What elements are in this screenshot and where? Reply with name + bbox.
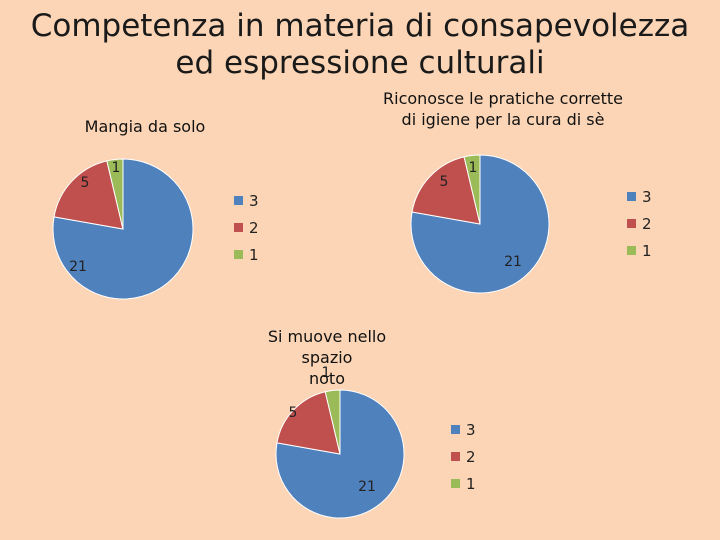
chart-3-legend-item-2: 2	[451, 443, 476, 470]
chart-3-legend-swatch-2	[451, 452, 460, 461]
chart-2-legend-item-3: 3	[627, 183, 652, 210]
chart-2-legend-label-3: 3	[642, 187, 652, 206]
chart-1-legend-swatch-3	[234, 196, 243, 205]
chart-3-title-line-1: Si muove nello spazio	[267, 327, 387, 367]
chart-1-legend-label-1: 1	[249, 245, 259, 264]
chart-3-data-label-2: 5	[289, 405, 298, 421]
chart-1-title-text: Mangia da solo	[84, 117, 206, 136]
slide-title: Competenza in materia di consapevolezza …	[0, 8, 720, 82]
chart-3-title-line-2: noto	[309, 369, 345, 388]
chart-2-legend-swatch-1	[627, 246, 636, 255]
chart-3-legend: 3 2 1	[451, 416, 476, 497]
chart-1-legend-swatch-1	[234, 250, 243, 259]
chart-1-legend-label-3: 3	[249, 191, 259, 210]
slide-title-line-1: Competenza in materia di consapevolezza	[30, 8, 690, 44]
chart-1-legend-label-2: 2	[249, 218, 259, 237]
chart-2-legend-label-1: 1	[642, 241, 652, 260]
chart-2-title-line-2: di igiene per la cura di sè	[401, 110, 605, 129]
chart-2-legend-item-2: 2	[627, 210, 652, 237]
chart-1-slice-2	[53, 160, 124, 230]
slide-title-line-2: ed espressione culturali	[175, 45, 545, 81]
chart-3-legend-swatch-3	[451, 425, 460, 434]
chart-1-legend-item-3: 3	[234, 187, 259, 214]
chart-2-title-line-1: Riconosce le pratiche corrette	[383, 89, 623, 108]
chart-1-data-label-3: 21	[69, 259, 87, 275]
chart-1-data-label-2: 5	[81, 175, 90, 191]
chart-3-data-label-3: 21	[358, 479, 376, 495]
chart-3-legend-label-1: 1	[466, 474, 476, 493]
chart-3-slice-1	[324, 389, 341, 455]
chart-3-legend-item-1: 1	[451, 470, 476, 497]
chart-3-legend-label-2: 2	[466, 447, 476, 466]
chart-1-slice-1	[106, 158, 124, 230]
chart-2-data-label-3: 21	[504, 254, 522, 270]
chart-3-legend-label-3: 3	[466, 420, 476, 439]
chart-1-legend-item-1: 1	[234, 241, 259, 268]
chart-2-data-label-2: 5	[440, 174, 449, 190]
chart-2-data-label-1: 1	[469, 160, 478, 176]
chart-2-legend: 3 2 1	[627, 183, 652, 264]
chart-2-title: Riconosce le pratiche corrette di igiene…	[358, 88, 648, 130]
chart-3-data-label-1: 1	[322, 365, 331, 381]
chart-2-slice-1	[463, 154, 481, 225]
chart-3-slice-2	[276, 391, 341, 455]
chart-3-title: Si muove nello spazio noto	[242, 326, 412, 389]
chart-1-legend: 3 2 1	[234, 187, 259, 268]
chart-1-legend-item-2: 2	[234, 214, 259, 241]
chart-3-legend-swatch-1	[451, 479, 460, 488]
chart-2-legend-item-1: 1	[627, 237, 652, 264]
chart-2-legend-swatch-3	[627, 192, 636, 201]
chart-2-legend-label-2: 2	[642, 214, 652, 233]
chart-2-legend-swatch-2	[627, 219, 636, 228]
chart-2-slice-2	[411, 156, 481, 225]
chart-1-title: Mangia da solo	[60, 116, 230, 137]
chart-1-legend-swatch-2	[234, 223, 243, 232]
chart-1-data-label-1: 1	[112, 160, 121, 176]
chart-3-legend-item-3: 3	[451, 416, 476, 443]
